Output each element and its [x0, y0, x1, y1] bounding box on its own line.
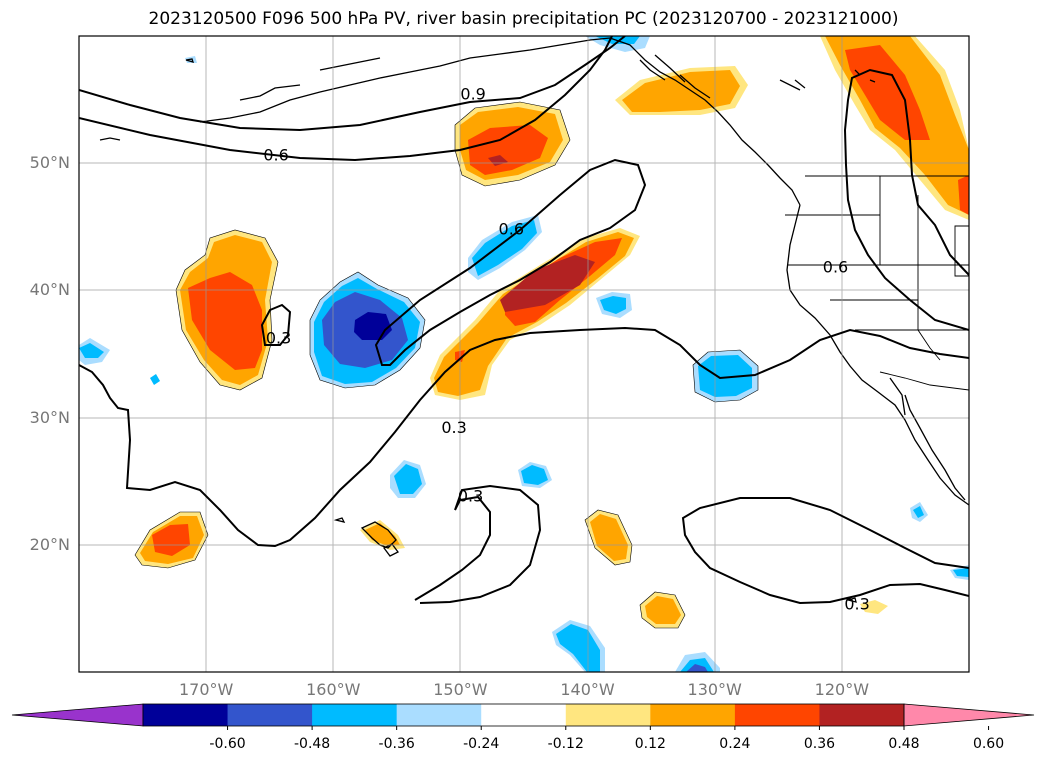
colorbar-segment	[143, 704, 229, 726]
colorbar-segment	[650, 704, 736, 726]
colorbar-segment	[734, 704, 820, 726]
colorbar-frame	[142, 703, 905, 727]
map-canvas: 0.9 0.6 0.6 0.6 0.3 0.3 0.3 0.3	[78, 35, 970, 673]
colorbar-tick-label: 0.36	[803, 736, 836, 752]
colorbar-segment	[565, 704, 651, 726]
contour-label: 0.9	[460, 85, 485, 104]
longitude-label: 170°W	[178, 680, 234, 699]
colorbar-tick-label: -0.60	[209, 736, 246, 752]
colorbar-tick-label: 0.48	[888, 736, 920, 752]
contour-label: 0.6	[263, 146, 288, 165]
contour-label: 0.3	[458, 486, 483, 505]
map-frame	[78, 35, 970, 673]
colorbar-segment	[227, 704, 313, 726]
colorbar-segment	[396, 704, 482, 726]
map-title: 2023120500 F096 500 hPa PV, river basin …	[148, 9, 899, 29]
contour-label: 0.3	[844, 595, 869, 614]
latitude-label: 50°N	[29, 153, 70, 173]
latitude-label: 30°N	[29, 407, 70, 427]
gridlines	[79, 36, 969, 672]
longitude-label: 130°W	[687, 680, 742, 699]
contour-label: 0.3	[441, 418, 466, 437]
latitude-label: 20°N	[29, 534, 70, 554]
colorbar-extend-max	[903, 703, 1035, 727]
colorbar-tick-label: 0.24	[719, 736, 751, 752]
negative-anomaly-shading	[79, 36, 969, 672]
contour-labels: 0.9 0.6 0.6 0.6 0.3 0.3 0.3 0.3	[263, 85, 869, 614]
colorbar	[11, 703, 1035, 730]
colorbar-tick-label: -0.24	[463, 736, 500, 752]
contour-label: 0.3	[266, 329, 291, 348]
longitude-label: 160°W	[306, 680, 361, 699]
longitude-label: 140°W	[560, 680, 615, 699]
colorbar-extend-min	[11, 703, 144, 727]
longitude-label: 120°W	[814, 680, 870, 699]
colorbar-segment	[819, 704, 905, 726]
colorbar-tick-label: -0.12	[547, 736, 584, 752]
colorbar-tick-label: 0.12	[634, 736, 666, 752]
colorbar-tick-label: 0.60	[972, 736, 1005, 752]
contour-label: 0.6	[499, 219, 524, 238]
latitude-label: 40°N	[29, 280, 70, 300]
longitude-label: 150°W	[433, 680, 488, 699]
pv-contours	[79, 36, 969, 605]
colorbar-segment	[312, 704, 398, 726]
colorbar-segment	[481, 704, 567, 726]
contour-label: 0.6	[823, 258, 848, 277]
colorbar-tick-label: -0.48	[293, 736, 331, 752]
colorbar-tick-label: -0.36	[378, 736, 415, 752]
